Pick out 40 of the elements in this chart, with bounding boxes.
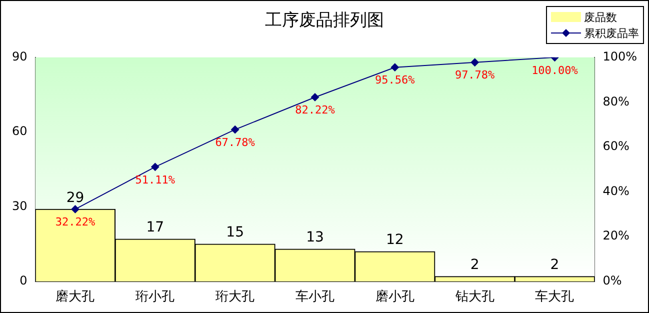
x-tick-label: 磨大孔 (56, 290, 95, 305)
data-label: 29 (66, 190, 84, 206)
y-tick-label: 0 (20, 274, 28, 288)
data-label: 2 (550, 257, 560, 274)
y-tick-label: 90 (12, 50, 28, 64)
data-label: 32.22% (55, 216, 96, 229)
x-tick-label: 车大孔 (535, 290, 574, 305)
y2-tick-label: 60% (602, 139, 630, 154)
x-tick-label: 珩小孔 (136, 290, 175, 305)
point (231, 126, 240, 134)
y2-tick-label: 0% (602, 274, 622, 288)
data-label: 82.22% (295, 104, 336, 117)
point (71, 205, 80, 214)
legend-label: 废品数 (584, 10, 617, 24)
point (390, 63, 399, 72)
point (310, 93, 319, 102)
point (470, 58, 479, 66)
data-label: 97.78% (454, 68, 496, 82)
data-label: 17 (146, 220, 164, 236)
point (151, 162, 160, 171)
y2-tick-label: 80% (602, 94, 630, 108)
y2-tick-label: 100% (602, 50, 638, 64)
x-tick-label: 珩大孔 (216, 290, 255, 305)
chart-title: 工序废品排列图 (265, 10, 384, 31)
data-label: 2 (470, 257, 480, 274)
data-label: 51.11% (135, 173, 176, 186)
y2-tick-label: 40% (602, 184, 630, 198)
data-label: 13 (306, 230, 324, 246)
y-tick-label: 60 (12, 124, 28, 138)
x-tick-label: 车小孔 (295, 290, 334, 305)
y2-tick-label: 20% (602, 228, 630, 243)
data-label: 100.00% (532, 64, 578, 77)
data-label: 95.56% (375, 74, 416, 87)
data-label: 12 (386, 232, 404, 248)
data-label: 15 (226, 224, 244, 241)
legend-label: 累积废品率 (584, 26, 639, 40)
data-label: 67.78% (215, 136, 256, 149)
x-tick-label: 磨小孔 (375, 290, 414, 305)
x-tick-label: 钻大孔 (454, 290, 494, 305)
y-tick-label: 30 (12, 198, 28, 213)
